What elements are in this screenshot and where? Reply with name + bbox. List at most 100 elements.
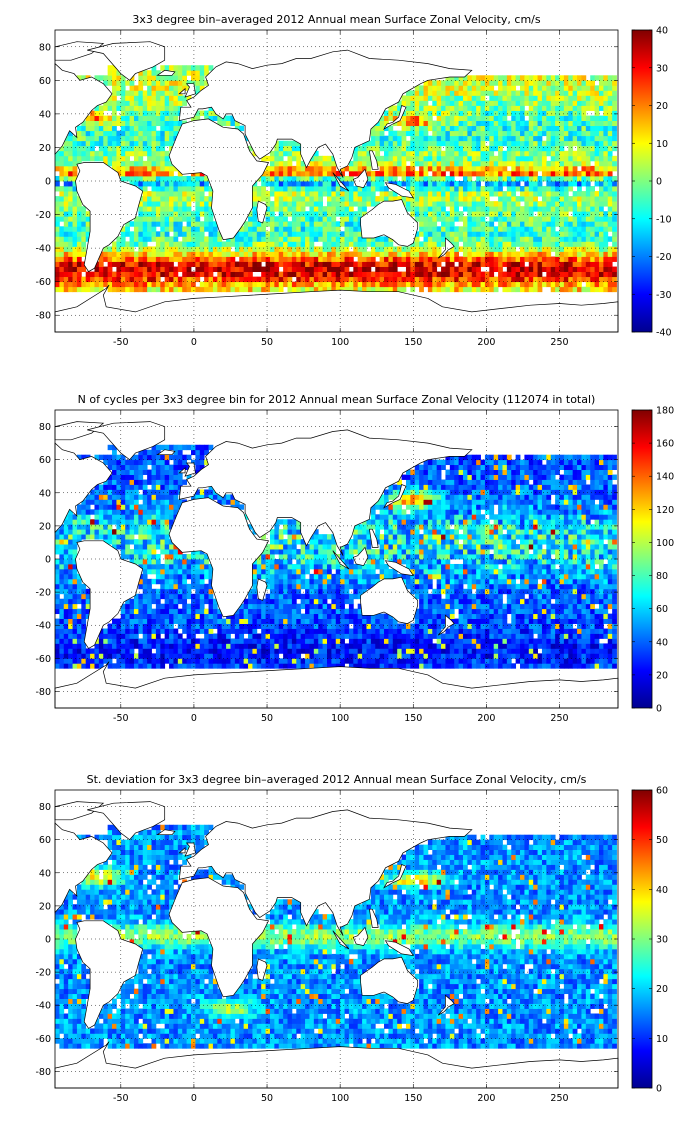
heatmap-cell [234, 276, 240, 283]
heatmap-cell [541, 90, 547, 96]
heatmap-cell [283, 256, 288, 262]
heatmap-cell [68, 150, 73, 157]
heatmap-cell [322, 271, 328, 278]
heatmap-cell [169, 65, 174, 71]
heatmap-cell [125, 125, 130, 132]
heatmap-cell [480, 75, 486, 81]
heatmap-cell [480, 85, 486, 91]
heatmap-cell [199, 181, 205, 187]
heatmap-cell [357, 276, 363, 283]
heatmap-cell [151, 90, 157, 96]
heatmap-cell [449, 181, 455, 187]
heatmap-cell [480, 653, 486, 659]
heatmap-cell [471, 638, 477, 644]
heatmap-cell [243, 638, 249, 644]
heatmap-cell [498, 663, 503, 669]
heatmap-cell [234, 658, 240, 664]
heatmap-cell [384, 261, 389, 267]
heatmap-cell [366, 155, 372, 162]
heatmap-cell [546, 85, 552, 91]
heatmap-cell [511, 95, 517, 101]
heatmap-cell [603, 75, 609, 81]
heatmap-cell [322, 281, 328, 288]
heatmap-cell [195, 231, 201, 237]
heatmap-cell [177, 201, 183, 207]
heatmap-cell [265, 246, 271, 252]
heatmap-cell [72, 246, 78, 252]
heatmap-cell [326, 286, 332, 293]
heatmap-cell [419, 256, 424, 262]
heatmap-cell [476, 120, 481, 127]
heatmap-cell [449, 286, 455, 293]
heatmap-cell [612, 256, 617, 262]
heatmap-cell [357, 186, 363, 192]
heatmap-cell [98, 653, 104, 659]
heatmap-cell [204, 216, 209, 222]
heatmap-cell [603, 85, 609, 91]
heatmap-cell [59, 261, 65, 267]
heatmap-cell [476, 150, 481, 157]
heatmap-cell [511, 286, 517, 293]
heatmap-cell [63, 246, 69, 252]
heatmap-cell [559, 216, 565, 222]
heatmap-cell [173, 201, 179, 207]
heatmap-cell [81, 140, 87, 147]
heatmap-cell [164, 196, 170, 202]
heatmap-cell [357, 648, 363, 654]
heatmap-cell [577, 216, 582, 222]
heatmap-cell [112, 120, 117, 127]
heatmap-cell [129, 115, 135, 121]
heatmap-cell [498, 125, 503, 132]
heatmap-cell [322, 251, 328, 257]
heatmap-cell [568, 115, 574, 121]
heatmap-cell [112, 90, 117, 96]
heatmap-cell [151, 196, 157, 202]
heatmap-cell [563, 196, 569, 202]
heatmap-cell [239, 246, 245, 252]
heatmap-cell [120, 175, 126, 182]
heatmap-cell [155, 175, 161, 182]
heatmap-cell [493, 80, 499, 86]
heatmap-cell [572, 226, 578, 232]
heatmap-cell [186, 191, 192, 197]
heatmap-cell [353, 226, 359, 232]
y-tick-label: 20 [39, 143, 51, 154]
heatmap-cell [405, 155, 411, 162]
heatmap-cell [142, 186, 148, 192]
heatmap-cell [577, 648, 582, 654]
heatmap-cell [63, 191, 69, 197]
heatmap-cell [471, 80, 477, 86]
heatmap-cell [283, 216, 288, 222]
heatmap-cell [476, 110, 481, 116]
heatmap-cell [405, 266, 411, 272]
heatmap-cell [129, 85, 135, 91]
heatmap-cell [309, 211, 315, 217]
heatmap-cell [195, 286, 201, 293]
heatmap-cell [449, 653, 455, 659]
heatmap-cell [541, 256, 547, 262]
heatmap-cell [287, 186, 293, 192]
heatmap-cell [577, 90, 582, 96]
heatmap-cell [76, 286, 82, 293]
heatmap-cell [414, 95, 420, 101]
heatmap-cell [546, 130, 552, 137]
heatmap-cell [598, 231, 604, 237]
heatmap-cell [476, 251, 481, 257]
heatmap-cell [515, 175, 521, 182]
heatmap-cell [568, 206, 574, 212]
heatmap-cell [133, 130, 139, 137]
heatmap-cell [585, 256, 591, 262]
heatmap-cell [427, 115, 433, 121]
heatmap-cell [480, 216, 486, 222]
heatmap-cell [256, 663, 262, 669]
heatmap-cell [63, 658, 69, 664]
heatmap-cell [414, 155, 420, 162]
heatmap-cell [603, 276, 609, 283]
heatmap-cell [432, 95, 438, 101]
heatmap-cell [524, 246, 530, 252]
heatmap-cell [607, 221, 613, 227]
heatmap-cell [322, 226, 328, 232]
heatmap-cell [541, 231, 547, 237]
heatmap-cell [423, 170, 429, 177]
heatmap-cell [103, 653, 109, 659]
